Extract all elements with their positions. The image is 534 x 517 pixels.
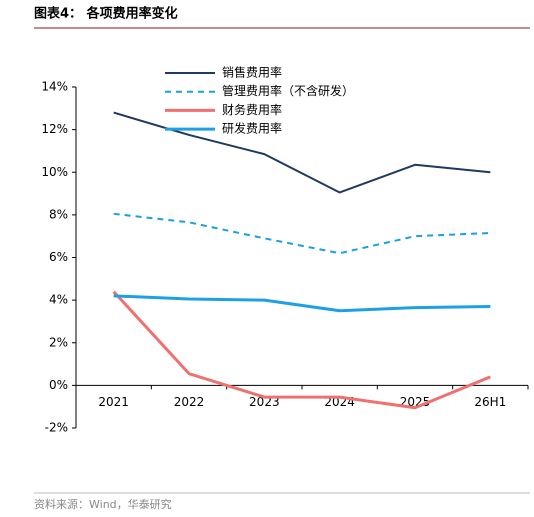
y-tick-label: 12%: [41, 122, 68, 136]
y-tick-label: 10%: [41, 165, 68, 179]
x-tick-label: 2021: [98, 395, 129, 409]
y-tick-label: 4%: [49, 293, 68, 307]
y-tick-label: 2%: [49, 335, 68, 349]
legend-label: 研发费用率: [222, 121, 282, 136]
series-line: [112, 290, 491, 410]
x-tick-label: 2022: [174, 395, 205, 409]
y-tick-label: 6%: [49, 250, 68, 264]
series-line: [113, 294, 491, 313]
y-tick-label: 0%: [49, 378, 68, 392]
series-line: [113, 111, 491, 194]
y-tick-label: 14%: [41, 80, 68, 94]
source: 资料来源：Wind，华泰研究: [34, 497, 172, 511]
chart-title: 图表4： 各项费用率变化: [34, 6, 178, 22]
legend-label: 管理费用率（不含研发）: [222, 83, 354, 98]
legend-label: 财务费用率: [222, 102, 282, 117]
x-tick-label: 26H1: [474, 395, 506, 409]
y-tick-label: -2%: [45, 421, 68, 435]
legend-label: 销售费用率: [222, 65, 282, 80]
series-line: [113, 212, 491, 255]
y-tick-label: 8%: [49, 207, 68, 221]
